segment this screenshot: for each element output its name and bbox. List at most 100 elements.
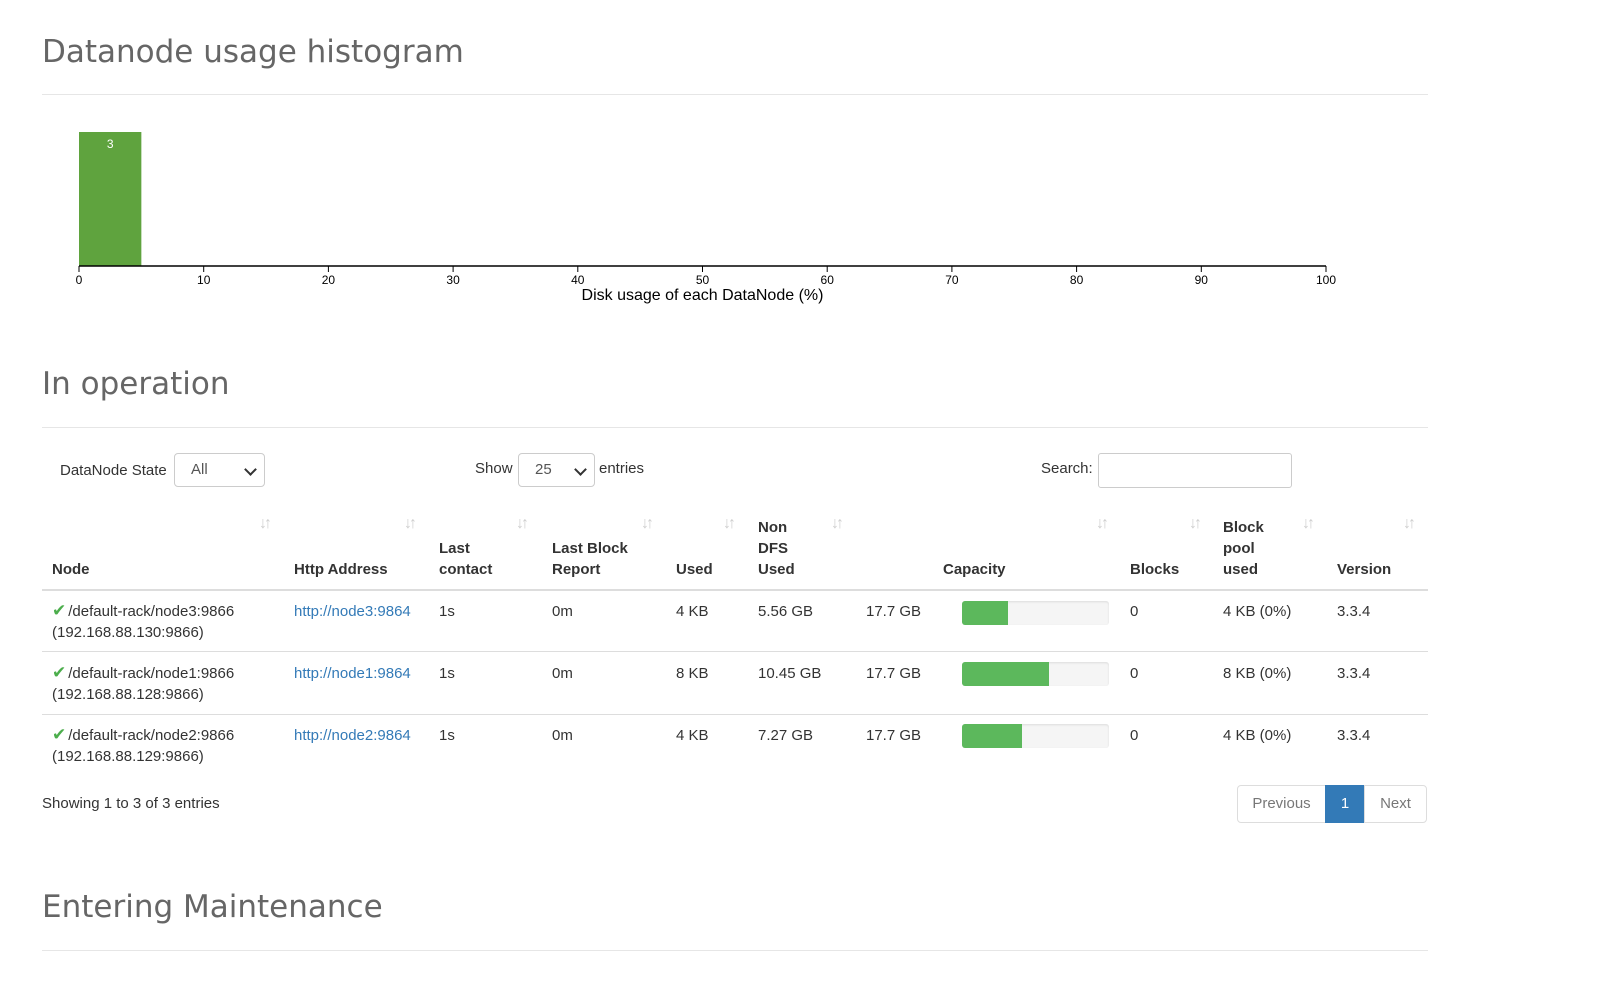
version: 3.3.4 [1337,603,1371,620]
search-label: Search: [1041,460,1093,477]
x-axis-tick-label: 50 [696,273,710,287]
blocks: 0 [1130,665,1139,682]
histogram-bar [79,132,142,266]
capacity: 17.7 GB [866,727,922,744]
x-axis-tick-label: 10 [197,273,211,287]
node-ip: (192.168.88.130:9866) [52,624,204,641]
sort-icon[interactable]: ↓↑ [1302,515,1315,532]
non-dfs-used: 7.27 GB [758,727,814,744]
block-pool-used: 4 KB (0%) [1223,727,1292,744]
block-pool-used: 8 KB (0%) [1223,665,1292,682]
x-axis-tick-label: 100 [1316,273,1336,287]
x-axis-label: Disk usage of each DataNode (%) [582,287,824,304]
row-divider [42,714,1428,715]
used: 4 KB [676,727,709,744]
sort-icon[interactable]: ↓↑ [1403,515,1416,532]
node-name: /default-rack/node3:9866 [68,603,235,620]
version: 3.3.4 [1337,665,1371,682]
used: 8 KB [676,665,709,682]
x-axis-tick-label: 70 [945,273,959,287]
http-address-link[interactable]: http://node3:9864 [294,603,411,620]
node-cell: ✔/default-rack/node1:9866 [52,662,234,684]
column-header-version[interactable]: Version [1337,561,1392,578]
row-divider [42,651,1428,652]
datanode-state-label: DataNode State [60,462,167,479]
node-cell: ✔/default-rack/node3:9866 [52,600,234,622]
entering-maintenance-title: Entering Maintenance [42,889,383,925]
capacity-progress-bar [962,601,1109,625]
check-icon: ✔ [52,601,67,620]
node-cell: ✔/default-rack/node2:9866 [52,724,234,746]
previous-button[interactable]: Previous [1237,785,1326,823]
column-header-non-dfs-used[interactable]: Non DFS Used [758,519,795,578]
node-name: /default-rack/node2:9866 [68,727,235,744]
entries-label: entries [599,460,645,477]
page-1-button[interactable]: 1 [1325,785,1365,823]
search-input[interactable] [1098,453,1292,488]
sort-icon[interactable]: ↓↑ [1189,515,1202,532]
sort-icon[interactable]: ↓↑ [259,515,272,532]
sort-icon[interactable]: ↓↑ [516,515,529,532]
node-ip: (192.168.88.129:9866) [52,748,204,765]
sort-icon[interactable]: ↓↑ [1096,515,1109,532]
in-operation-title: In operation [42,366,230,402]
entries-length-select[interactable]: 25 [518,453,595,487]
column-header-capacity[interactable]: Capacity [943,561,1006,578]
table-header-border [42,589,1428,591]
capacity-progress-fill [962,724,1023,748]
entries-length-value: 25 [535,461,552,478]
version: 3.3.4 [1337,727,1371,744]
block-pool-used: 4 KB (0%) [1223,603,1292,620]
capacity-progress-fill [962,662,1049,686]
non-dfs-used: 5.56 GB [758,603,814,620]
column-header-block-pool-used[interactable]: Block pool used [1223,519,1264,578]
node-ip: (192.168.88.128:9866) [52,686,204,703]
divider [42,94,1428,95]
last-block-report: 0m [552,727,573,744]
x-axis-tick-label: 30 [446,273,460,287]
datanode-state-value: All [191,461,208,478]
divider [42,427,1428,428]
last-block-report: 0m [552,665,573,682]
x-axis-tick-label: 90 [1195,273,1209,287]
last-contact: 1s [439,727,455,744]
x-axis-tick-label: 0 [76,273,83,287]
column-header-last-block-report[interactable]: Last Block Report [552,540,628,578]
capacity-progress-bar [962,724,1109,748]
capacity: 17.7 GB [866,665,922,682]
http-address-link[interactable]: http://node1:9864 [294,665,411,682]
sort-icon[interactable]: ↓↑ [641,515,654,532]
http-address-link[interactable]: http://node2:9864 [294,727,411,744]
column-header-used[interactable]: Used [676,561,713,578]
check-icon: ✔ [52,725,67,744]
next-button[interactable]: Next [1364,785,1427,823]
chevron-down-icon [244,463,257,476]
column-header-last-contact[interactable]: Last contact [439,540,493,578]
sort-icon[interactable]: ↓↑ [404,515,417,532]
capacity-progress-fill [962,601,1008,625]
column-header-http-address[interactable]: Http Address [294,561,388,578]
table-info: Showing 1 to 3 of 3 entries [42,795,220,812]
blocks: 0 [1130,727,1139,744]
last-contact: 1s [439,603,455,620]
capacity-progress-bar [962,662,1109,686]
column-header-blocks[interactable]: Blocks [1130,561,1180,578]
sort-icon[interactable]: ↓↑ [723,515,736,532]
sort-icon[interactable]: ↓↑ [831,515,844,532]
show-label: Show [475,460,513,477]
used: 4 KB [676,603,709,620]
check-icon: ✔ [52,663,67,682]
datanode-state-select[interactable]: All [174,453,265,487]
last-contact: 1s [439,665,455,682]
node-name: /default-rack/node1:9866 [68,665,235,682]
x-axis-tick-label: 60 [821,273,835,287]
x-axis-tick-label: 20 [322,273,336,287]
non-dfs-used: 10.45 GB [758,665,822,682]
blocks: 0 [1130,603,1139,620]
chevron-down-icon [574,463,587,476]
column-header-node[interactable]: Node [52,561,90,578]
capacity: 17.7 GB [866,603,922,620]
x-axis-tick-label: 40 [571,273,585,287]
divider [42,950,1428,951]
